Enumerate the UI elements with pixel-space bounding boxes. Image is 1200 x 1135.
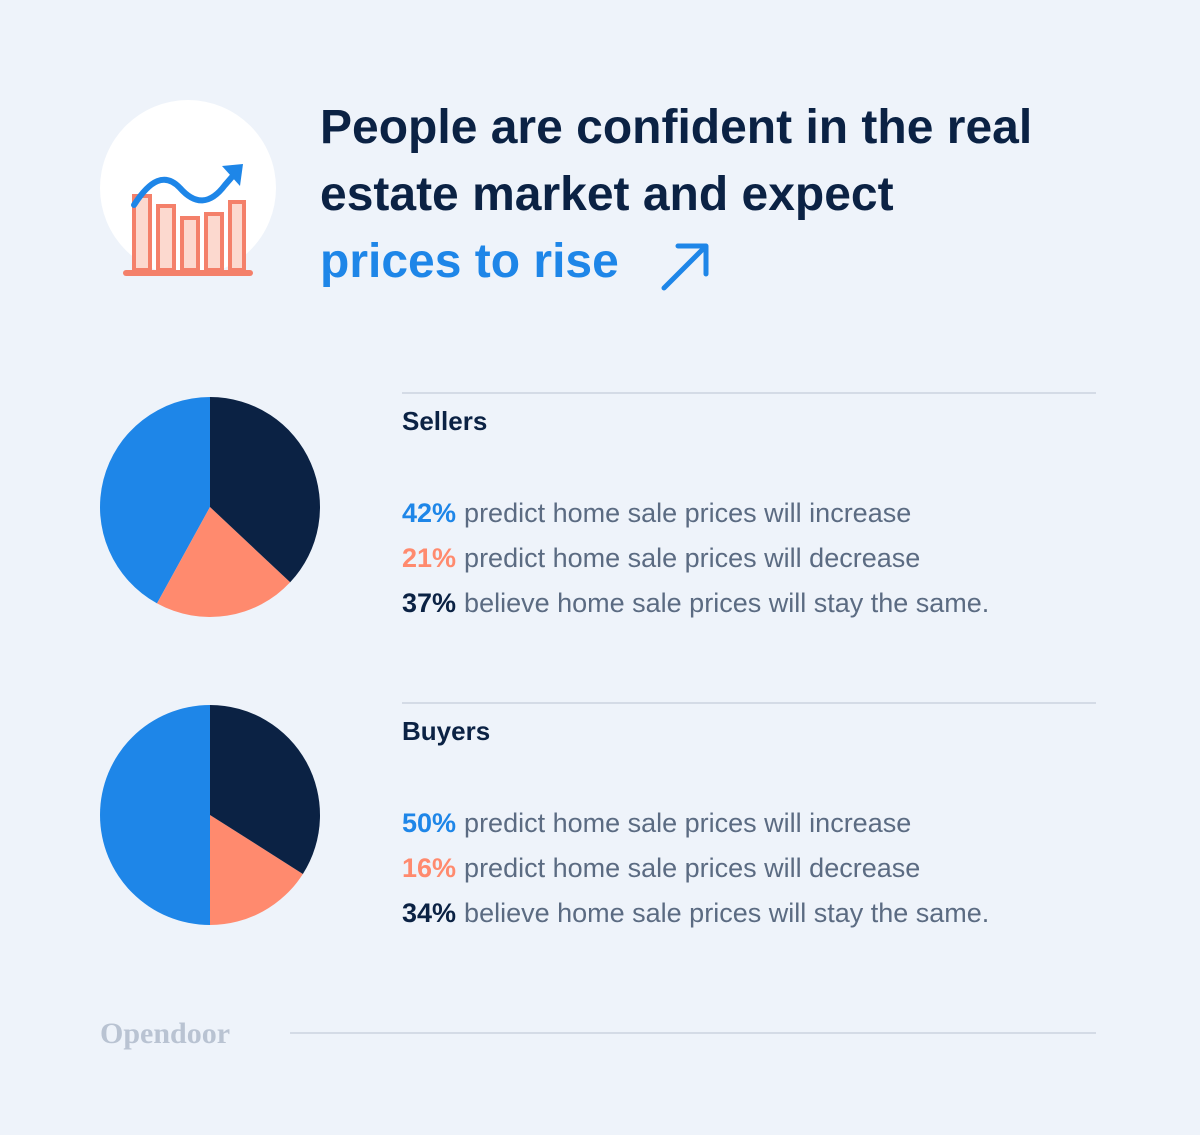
value-label: 16% (402, 853, 456, 883)
section-title: Buyers (402, 716, 490, 746)
brand: Opendoor (100, 1017, 230, 1050)
legend-entry: 34% believe home sale prices will stay th… (402, 898, 989, 928)
value-label: 34% (402, 898, 456, 928)
section-title: Sellers (402, 406, 487, 436)
title-highlight: prices to rise (320, 235, 619, 288)
legend-entry: 42% predict home sale prices will increas… (402, 498, 911, 528)
legend-label: predict home sale prices will decrease (464, 853, 920, 883)
legend-entry: 16% predict home sale prices will decreas… (402, 853, 920, 883)
legend-label: predict home sale prices will increase (464, 498, 911, 528)
value-label: 21% (402, 543, 456, 573)
pie-slice (210, 705, 320, 874)
title-line: estate market and expect (320, 168, 894, 221)
title-line: People are confident in the real (320, 101, 1032, 154)
pie-slice (210, 815, 303, 925)
value-label: 50% (402, 808, 456, 838)
value-label: 37% (402, 588, 456, 618)
legend-label: believe home sale prices will stay the s… (464, 588, 989, 618)
pie-chart (100, 397, 321, 617)
legend-entry: 50% predict home sale prices will increas… (402, 808, 911, 838)
headline: People are confident in the real estate … (320, 101, 1032, 291)
title-part: People are confident in the real (320, 101, 1032, 154)
value-label: 42% (402, 498, 456, 528)
pie-slice (100, 397, 210, 604)
legend-entry: 37% believe home sale prices will stay th… (402, 588, 989, 618)
title-part: estate market and expect (320, 168, 894, 221)
legend-label: believe home sale prices will stay the s… (464, 898, 989, 928)
legend-label: predict home sale prices will decrease (464, 543, 920, 573)
pie-slice (157, 507, 291, 617)
pie-chart (100, 705, 320, 925)
arrow-icon (661, 243, 709, 291)
icon (100, 100, 276, 276)
pie-slice (100, 705, 210, 925)
pie-slice (210, 397, 321, 583)
legend-label: predict home sale prices will increase (464, 808, 911, 838)
legend-entry: 21% predict home sale prices will decreas… (402, 543, 920, 573)
